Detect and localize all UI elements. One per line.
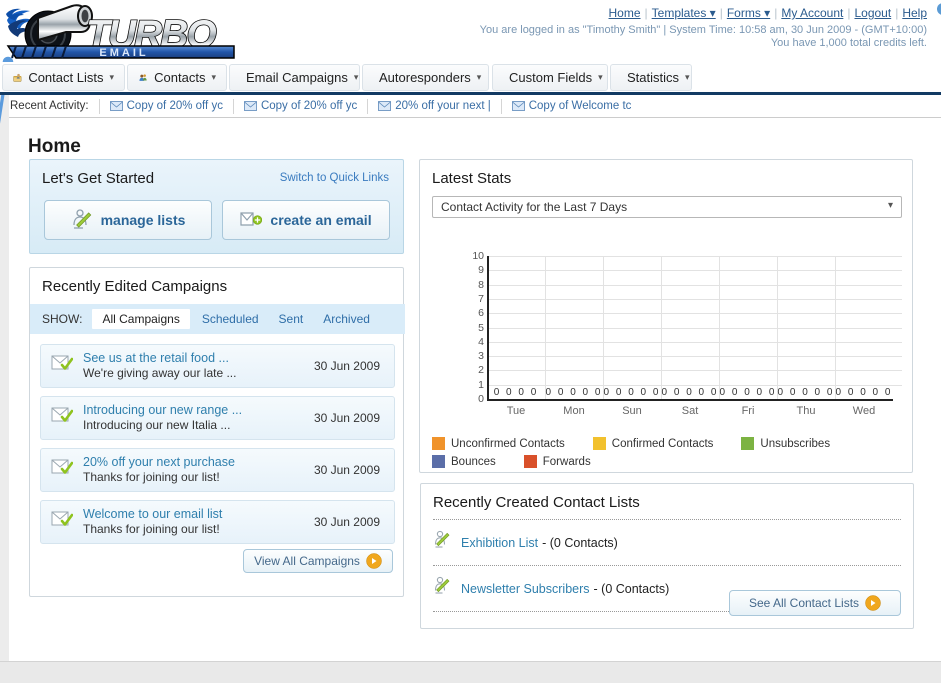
svg-text:EMAIL: EMAIL (99, 47, 148, 59)
